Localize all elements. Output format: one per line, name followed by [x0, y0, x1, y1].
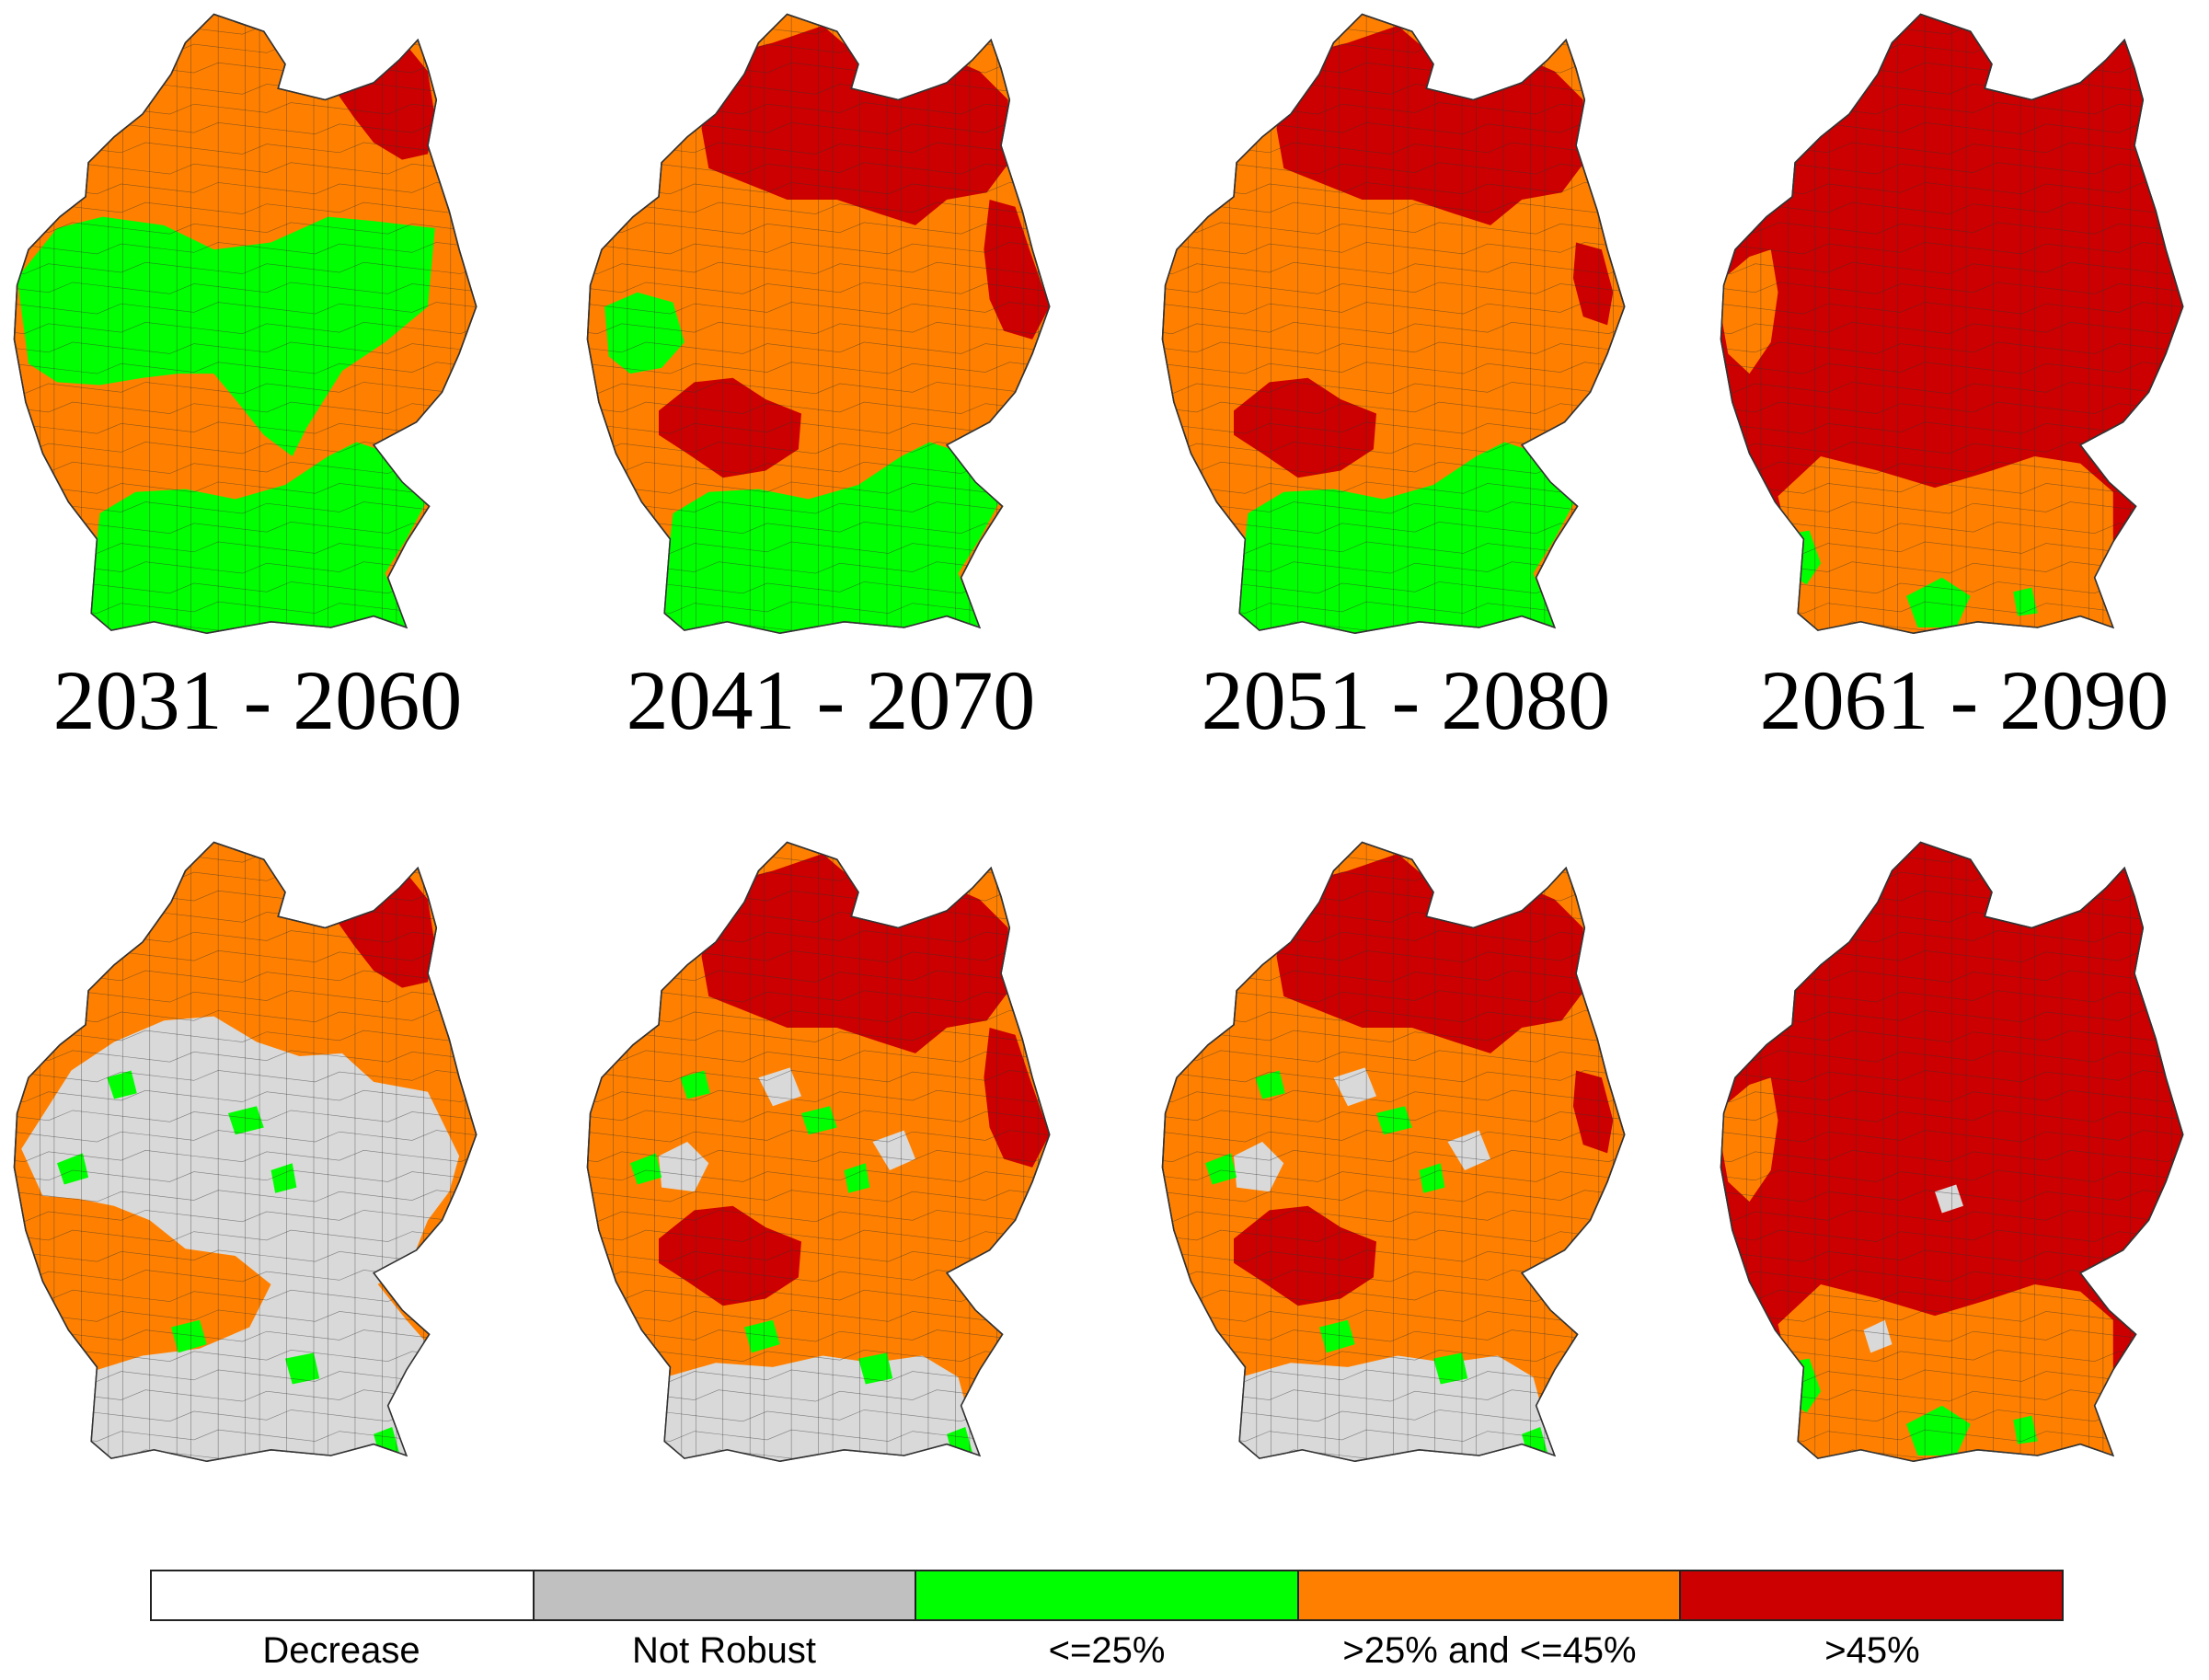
- period-label: 2031 - 2060: [52, 653, 463, 747]
- legend-swatch-not-robust: [534, 1571, 917, 1619]
- region-low_south_small: [1785, 1358, 2038, 1456]
- legend-label: Decrease: [262, 1630, 420, 1671]
- region-grey_spots: [659, 1067, 915, 1192]
- region-grey_large: [21, 1016, 460, 1462]
- region-grey_spots: [1234, 1067, 1490, 1192]
- period-label: 2041 - 2070: [626, 653, 1036, 747]
- legend-bar: [150, 1570, 2064, 1621]
- region-low_south_small: [1785, 530, 2038, 627]
- legend-swatch-mid: [1298, 1571, 1682, 1619]
- legend-swatch-high: [1681, 1571, 2062, 1619]
- germany-map-bottom-2: [573, 828, 1058, 1470]
- region-grey_small: [1863, 1184, 1963, 1353]
- legend-label: >25% and <=45%: [1342, 1630, 1637, 1671]
- legend-swatch-decrease: [152, 1571, 535, 1619]
- region-mid_west: [1720, 249, 1778, 374]
- period-label: 2051 - 2080: [1201, 653, 1611, 747]
- region-low_west: [604, 292, 685, 374]
- region-mid_west: [1720, 1077, 1778, 1202]
- legend-label: >45%: [1824, 1630, 1920, 1671]
- legend-labels: Decrease Not Robust <=25% >25% and <=45%…: [150, 1630, 2064, 1672]
- region-grey_south: [1239, 1355, 1555, 1462]
- germany-map-top-1: [0, 0, 485, 642]
- legend-swatch-low: [916, 1571, 1299, 1619]
- region-high_east: [984, 200, 1050, 339]
- germany-map-bottom-4: [1707, 828, 2192, 1470]
- germany-map-bottom-1: [0, 828, 485, 1470]
- region-grey_south: [664, 1355, 980, 1462]
- germany-map-top-2: [573, 0, 1058, 642]
- region-high_east: [984, 1028, 1050, 1168]
- germany-map-top-4: [1707, 0, 2192, 642]
- legend-label: Not Robust: [631, 1630, 817, 1671]
- germany-map-bottom-3: [1148, 828, 1633, 1470]
- region-low_belt: [17, 216, 435, 456]
- legend-label: <=25%: [1048, 1630, 1166, 1671]
- germany-map-top-3: [1148, 0, 1633, 642]
- period-label: 2061 - 2090: [1759, 653, 2169, 747]
